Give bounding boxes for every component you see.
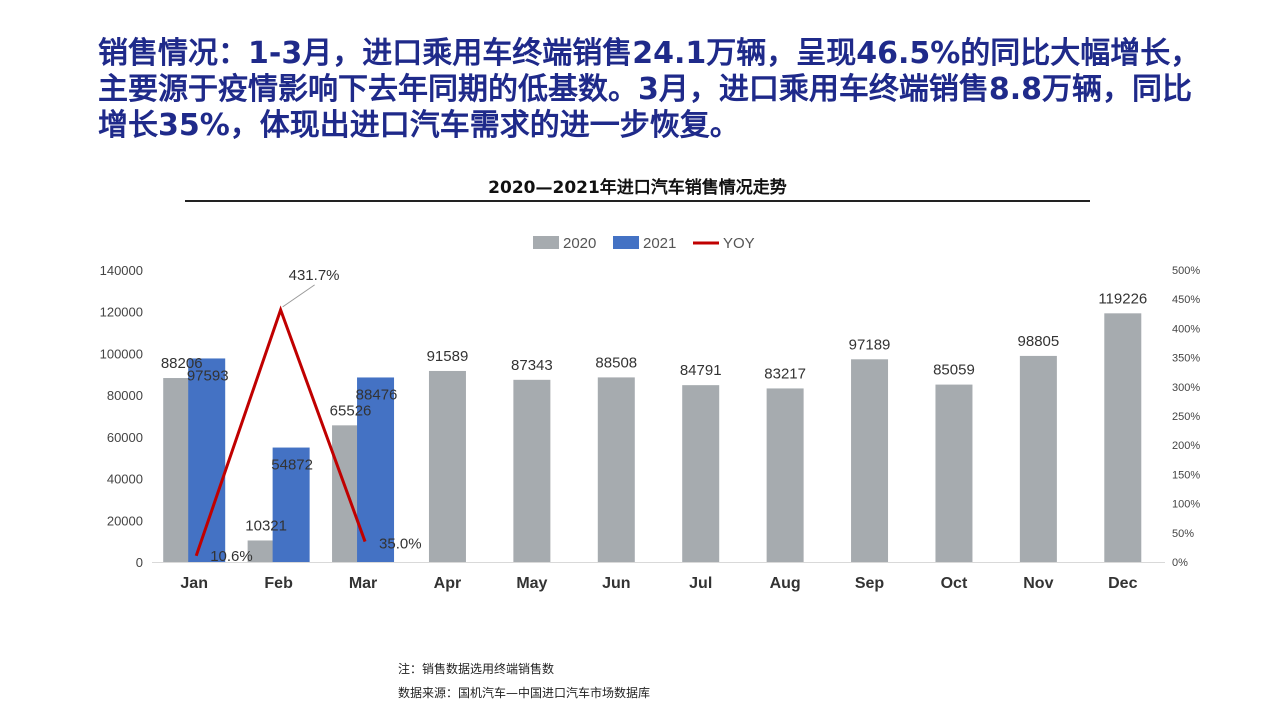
y-tick-label: 120000 bbox=[100, 305, 143, 320]
bar-2020-label: 119226 bbox=[1098, 290, 1147, 307]
yoy-label: 10.6% bbox=[210, 548, 253, 565]
x-tick-label: Mar bbox=[349, 575, 377, 592]
bar-2020-label: 97189 bbox=[849, 336, 891, 353]
x-tick-label: Feb bbox=[264, 575, 293, 592]
yoy-line bbox=[194, 305, 367, 557]
y-tick-label: 80000 bbox=[107, 388, 143, 403]
bar-2020-label: 88508 bbox=[595, 354, 637, 371]
y-axis-right: 0% 50% 100% 150% 200% 250% 300% 350% 400% 450% 500… bbox=[1172, 265, 1200, 569]
yoy-label: 431.7% bbox=[289, 267, 340, 284]
bar-2021 bbox=[272, 447, 310, 562]
bar-2020 bbox=[1019, 355, 1057, 562]
bar-2020-label: 10321 bbox=[245, 517, 287, 534]
bar-2020 bbox=[1104, 313, 1142, 562]
bar-2020-label: 88206 bbox=[161, 355, 203, 372]
bar-2020 bbox=[682, 385, 720, 562]
x-tick-label: Jan bbox=[180, 575, 208, 592]
y2-tick-label: 500% bbox=[1172, 265, 1200, 277]
bar-2020 bbox=[766, 388, 804, 562]
footnote-note: 注：销售数据选用终端销售数 bbox=[398, 662, 555, 676]
y2-tick-label: 50% bbox=[1172, 528, 1194, 540]
y2-tick-label: 150% bbox=[1172, 469, 1200, 481]
bar-series-group bbox=[163, 313, 1142, 562]
bar-2020 bbox=[935, 384, 973, 562]
x-tick-label: Apr bbox=[434, 575, 462, 592]
yoy-leader-line bbox=[282, 284, 315, 308]
y2-tick-label: 350% bbox=[1172, 353, 1200, 365]
bar-2021 bbox=[188, 358, 226, 562]
yoy-label: 35.0% bbox=[379, 536, 422, 553]
y2-tick-label: 250% bbox=[1172, 411, 1200, 423]
y-tick-label: 100000 bbox=[100, 346, 143, 361]
x-tick-label: Dec bbox=[1108, 575, 1137, 592]
bar-2020 bbox=[597, 377, 635, 562]
y-tick-label: 60000 bbox=[107, 430, 143, 445]
yoy-line-group bbox=[194, 284, 367, 557]
bar-2020-label: 85059 bbox=[933, 362, 975, 379]
y2-tick-label: 100% bbox=[1172, 499, 1200, 511]
x-tick-label: Nov bbox=[1023, 575, 1053, 592]
x-tick-label: Oct bbox=[941, 575, 968, 592]
footnote-source: 数据来源：国机汽车—中国进口汽车市场数据库 bbox=[398, 686, 651, 700]
y-tick-label: 40000 bbox=[107, 472, 143, 487]
y-tick-label: 140000 bbox=[100, 263, 143, 278]
x-axis: Jan Feb Mar Apr May Jun Jul Aug Sep Oct Nov Dec bbox=[152, 562, 1165, 592]
legend-swatch-2020 bbox=[533, 236, 559, 249]
bar-2020-label: 83217 bbox=[764, 365, 806, 382]
title-divider bbox=[185, 200, 1090, 202]
bar-2020 bbox=[513, 379, 551, 562]
bar-2020-label: 84791 bbox=[680, 362, 722, 379]
x-tick-label: Jul bbox=[689, 575, 712, 592]
x-tick-label: May bbox=[516, 575, 547, 592]
bar-2020-label: 65526 bbox=[330, 402, 372, 419]
x-tick-label: Sep bbox=[855, 575, 885, 592]
x-tick-label: Aug bbox=[770, 575, 801, 592]
legend-label: 2020 bbox=[563, 235, 596, 252]
bar-2020 bbox=[428, 370, 466, 562]
bar-2021 bbox=[357, 377, 395, 562]
y2-tick-label: 200% bbox=[1172, 440, 1200, 452]
bar-2020-label: 91589 bbox=[427, 348, 469, 365]
bar-2020 bbox=[851, 359, 889, 562]
legend-label: 2021 bbox=[643, 235, 676, 252]
chart-legend: 2020 2021 YOY bbox=[533, 235, 755, 252]
legend-label: YOY bbox=[723, 235, 755, 252]
bar-2020-label: 98805 bbox=[1018, 333, 1060, 350]
x-tick-label: Jun bbox=[602, 575, 630, 592]
bar-2021-label: 88476 bbox=[356, 386, 398, 403]
y2-tick-label: 450% bbox=[1172, 294, 1200, 306]
chart-title: 2020—2021年进口汽车销售情况走势 bbox=[488, 178, 787, 198]
y2-tick-label: 0% bbox=[1172, 557, 1188, 569]
bar-2021-label: 54872 bbox=[271, 457, 313, 474]
bar-2021-label: 97593 bbox=[187, 367, 229, 384]
legend-swatch-2021 bbox=[613, 236, 639, 249]
y2-tick-label: 300% bbox=[1172, 382, 1200, 394]
bar-2020-label: 87343 bbox=[511, 357, 553, 374]
y-axis-left: 0 20000 40000 60000 80000 100000 120000 140000 bbox=[100, 263, 143, 570]
y-tick-label: 0 bbox=[136, 555, 143, 570]
headline-text: 销售情况：1-3月，进口乘用车终端销售24.1万辆，呈现46.5%的同比大幅增长… bbox=[98, 36, 1201, 143]
y-tick-label: 20000 bbox=[107, 513, 143, 528]
y2-tick-label: 400% bbox=[1172, 323, 1200, 335]
